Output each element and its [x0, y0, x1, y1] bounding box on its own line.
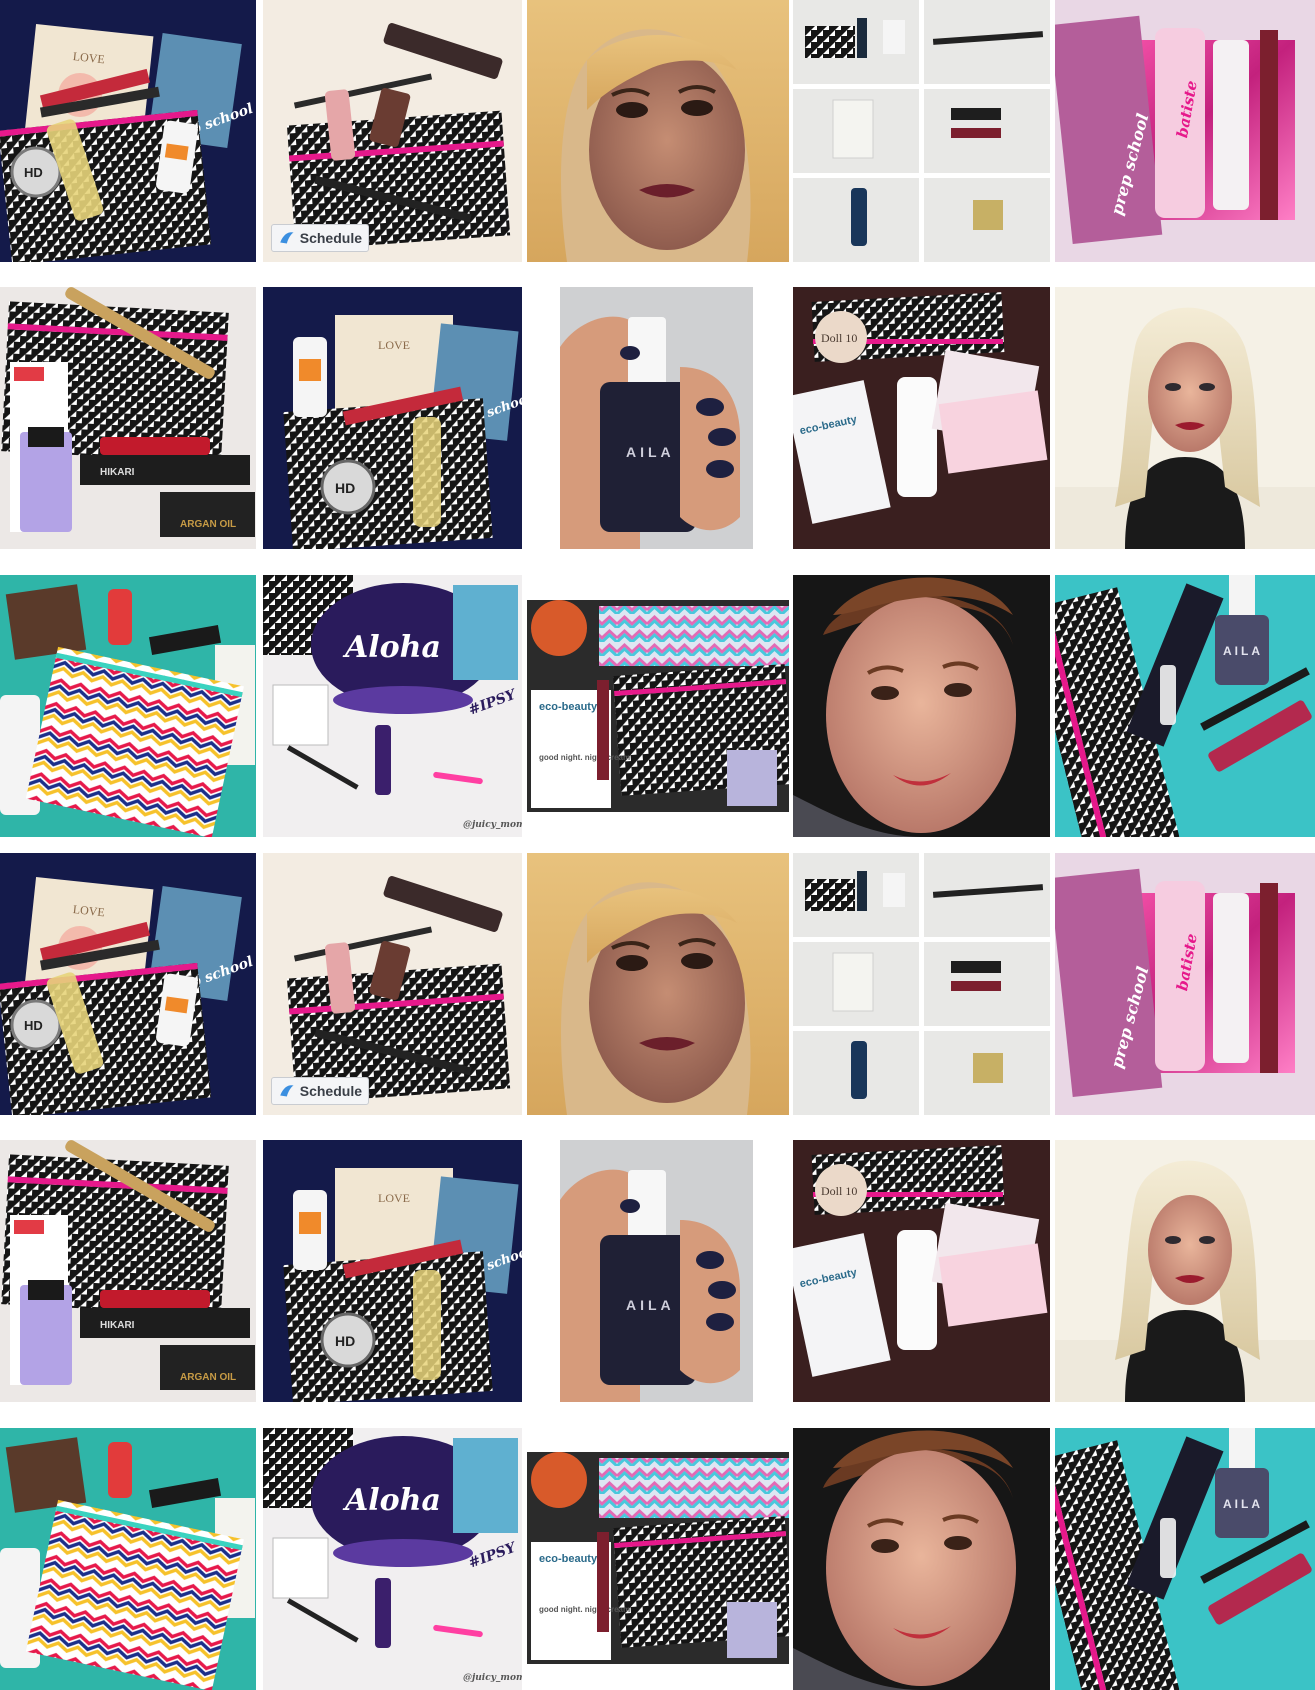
photo-tile-teal-chevron[interactable] — [0, 575, 256, 837]
photo-tile-pink-foil[interactable]: prep school batiste — [1055, 0, 1315, 262]
photo-tile-selfie-blonde[interactable] — [527, 0, 789, 262]
schedule-label: Schedule — [299, 230, 362, 246]
svg-text:HD: HD — [24, 165, 43, 180]
svg-text:HD: HD — [335, 480, 355, 496]
svg-text:AILA: AILA — [1223, 1497, 1263, 1511]
photo-tile-bag-navy[interactable]: LOVE prep school HD — [0, 0, 256, 262]
photo-tile-argan-kit[interactable]: ARGAN OIL HIKARI — [0, 1140, 256, 1402]
bird-icon — [280, 1085, 294, 1097]
svg-text:HIKARI: HIKARI — [100, 467, 135, 478]
photo-tile-bag-navy-2[interactable]: LOVE prep school HD — [263, 1140, 522, 1402]
svg-text:AILA: AILA — [1223, 644, 1263, 658]
schedule-button[interactable]: Schedule — [271, 1077, 369, 1105]
photo-tile-doll10-samples[interactable]: Doll 10 eco-beauty — [793, 1140, 1050, 1402]
schedule-button[interactable]: Schedule — [271, 224, 369, 252]
svg-text:HD: HD — [24, 1018, 43, 1033]
photo-tile-product-grid[interactable] — [793, 853, 1050, 1115]
photo-tile-teal-chevron[interactable] — [0, 1428, 256, 1690]
photo-tile-selfie-blonde[interactable] — [527, 853, 789, 1115]
svg-text:Doll 10: Doll 10 — [821, 1184, 857, 1198]
schedule-label: Schedule — [299, 1083, 362, 1099]
svg-text:good night. night cream: good night. night cream — [539, 1605, 630, 1614]
svg-text:@juicy_mommah: @juicy_mommah — [463, 1673, 522, 1683]
photo-tile-eco-beauty[interactable]: eco-beauty good night. night cream — [527, 1452, 789, 1664]
svg-text:Aloha: Aloha — [342, 1483, 441, 1518]
photo-tile-doll10-samples[interactable]: Doll 10 eco-beauty — [793, 287, 1050, 549]
svg-text:ARGAN OIL: ARGAN OIL — [180, 1372, 236, 1383]
svg-text:LOVE: LOVE — [378, 1191, 410, 1205]
svg-text:eco-beauty: eco-beauty — [539, 701, 598, 713]
photo-tile-product-grid[interactable] — [793, 0, 1050, 262]
photo-tile-bag-navy[interactable]: LOVE prep school HD — [0, 853, 256, 1115]
photo-tile-pink-foil[interactable]: prep school batiste — [1055, 853, 1315, 1115]
svg-text:@juicy_mommah: @juicy_mommah — [463, 820, 522, 830]
photo-tile-bag-cream[interactable]: Schedule — [263, 0, 522, 262]
svg-text:Doll 10: Doll 10 — [821, 331, 857, 345]
photo-tile-bag-cream[interactable]: Schedule — [263, 853, 522, 1115]
photo-tile-eco-beauty[interactable]: eco-beauty good night. night cream — [527, 600, 789, 812]
svg-text:AILA: AILA — [626, 1297, 675, 1313]
svg-text:eco-beauty: eco-beauty — [539, 1553, 598, 1565]
bird-icon — [280, 232, 294, 244]
photo-tile-selfie-platinum[interactable] — [1055, 1140, 1315, 1402]
svg-text:good night. night cream: good night. night cream — [539, 753, 630, 762]
photo-tile-argan-kit[interactable]: ARGAN OIL HIKARI — [0, 287, 256, 549]
svg-text:HD: HD — [335, 1333, 355, 1349]
photo-tile-selfie-platinum[interactable] — [1055, 287, 1315, 549]
photo-tile-selfie-smile[interactable] — [793, 1428, 1050, 1690]
photo-tile-teal-aila[interactable]: AILA — [1055, 575, 1315, 837]
svg-text:LOVE: LOVE — [72, 49, 105, 66]
photo-tile-aloha[interactable]: Aloha #IPSY @juicy_mommah — [263, 575, 522, 837]
svg-text:AILA: AILA — [626, 444, 675, 460]
svg-text:HIKARI: HIKARI — [100, 1320, 135, 1331]
photo-tile-aloha[interactable]: Aloha #IPSY @juicy_mommah — [263, 1428, 522, 1690]
svg-text:LOVE: LOVE — [378, 338, 410, 352]
photo-tile-aila-polish[interactable]: AILA — [560, 287, 753, 549]
svg-text:Aloha: Aloha — [342, 630, 441, 665]
photo-tile-selfie-smile[interactable] — [793, 575, 1050, 837]
photo-tile-aila-polish[interactable]: AILA — [560, 1140, 753, 1402]
svg-text:ARGAN OIL: ARGAN OIL — [180, 519, 236, 530]
photo-tile-teal-aila[interactable]: AILA — [1055, 1428, 1315, 1690]
photo-tile-bag-navy-2[interactable]: LOVE prep school HD — [263, 287, 522, 549]
svg-text:LOVE: LOVE — [72, 902, 105, 919]
